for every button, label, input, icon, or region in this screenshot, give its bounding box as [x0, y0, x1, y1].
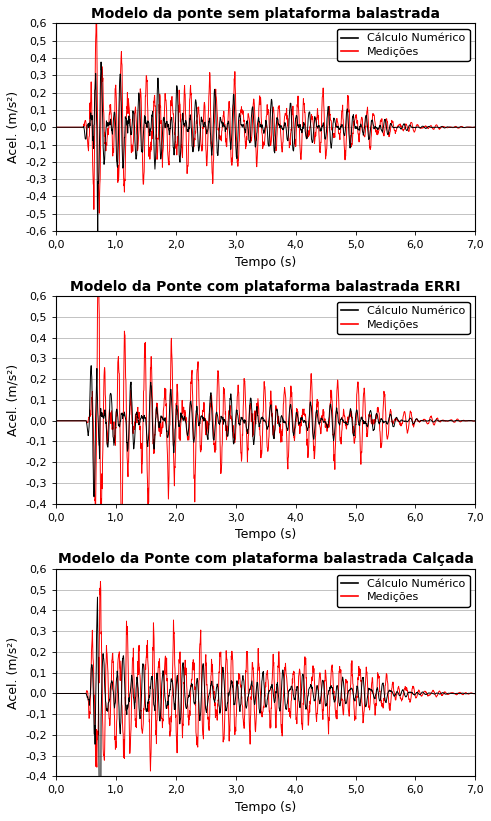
X-axis label: Tempo (s): Tempo (s): [235, 801, 297, 814]
Legend: Cálculo Numérico, Medições: Cálculo Numérico, Medições: [337, 302, 470, 334]
Y-axis label: Acel. (m/s²): Acel. (m/s²): [7, 91, 20, 163]
Y-axis label: Acel. (m/s²): Acel. (m/s²): [7, 636, 20, 709]
X-axis label: Tempo (s): Tempo (s): [235, 529, 297, 541]
X-axis label: Tempo (s): Tempo (s): [235, 255, 297, 268]
Legend: Cálculo Numérico, Medições: Cálculo Numérico, Medições: [337, 29, 470, 62]
Title: Modelo da Ponte com plataforma balastrada Calçada: Modelo da Ponte com plataforma balastrad…: [58, 553, 474, 566]
Legend: Cálculo Numérico, Medições: Cálculo Numérico, Medições: [337, 575, 470, 607]
Y-axis label: Acel. (m/s²): Acel. (m/s²): [7, 364, 20, 436]
Title: Modelo da ponte sem plataforma balastrada: Modelo da ponte sem plataforma balastrad…: [91, 7, 440, 21]
Title: Modelo da Ponte com plataforma balastrada ERRI: Modelo da Ponte com plataforma balastrad…: [70, 280, 461, 294]
